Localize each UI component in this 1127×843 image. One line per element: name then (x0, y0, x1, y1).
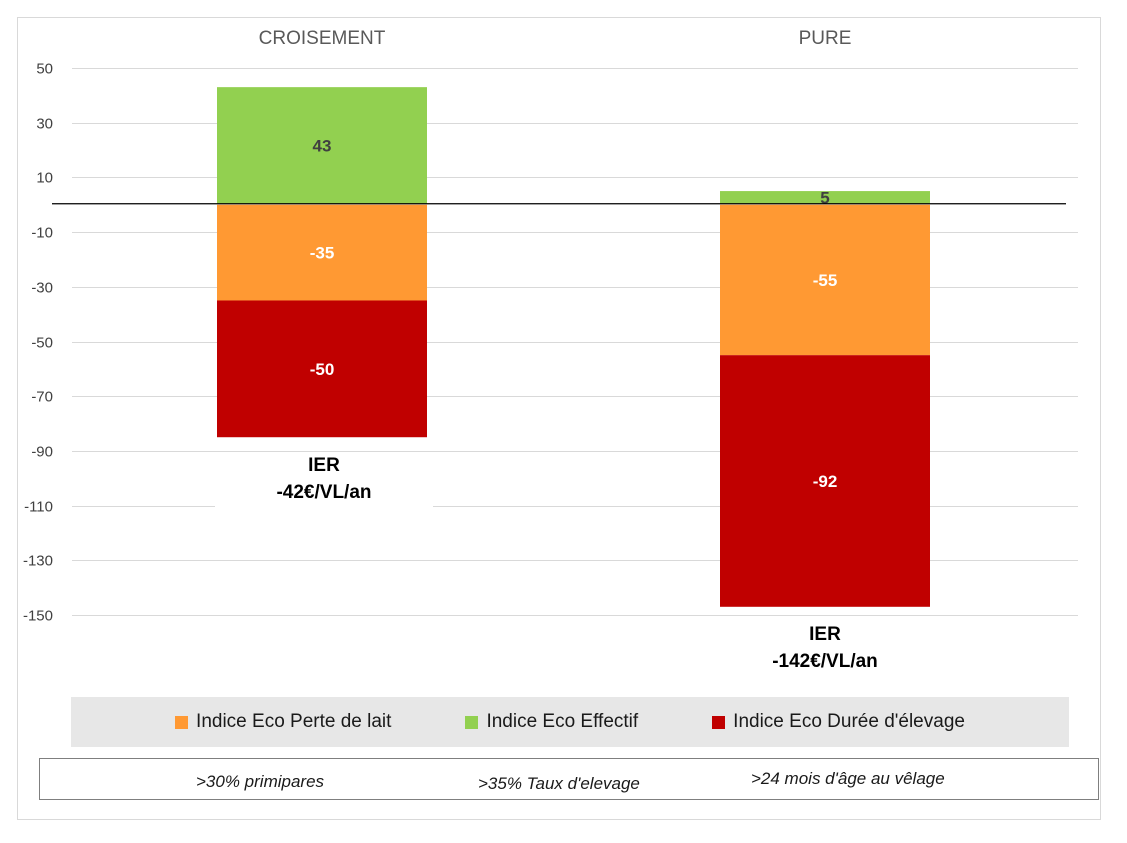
data-label: -35 (310, 244, 335, 263)
y-tick-label: -70 (31, 389, 53, 406)
legend-item-perte-de-lait: Indice Eco Perte de lait (175, 711, 391, 733)
legend-swatch-perte-de-lait (175, 715, 189, 729)
ier-croisement-title: IER (308, 455, 340, 476)
data-label: -55 (813, 271, 838, 290)
data-label: -92 (813, 472, 838, 491)
y-tick-label: 10 (36, 170, 53, 187)
bar-duree-elevage (720, 355, 930, 607)
y-tick-label: -30 (31, 280, 53, 297)
y-tick-label: -130 (23, 553, 53, 570)
y-tick-label: 50 (36, 61, 53, 78)
chart-legend: Indice Eco Perte de lait Indice Eco Effe… (71, 697, 1069, 747)
legend-label-effectif: Indice Eco Effectif (486, 711, 639, 732)
bar-effectif (720, 191, 930, 204)
category-label: PURE (799, 28, 852, 49)
data-label: -50 (310, 360, 335, 379)
legend-label-duree-elevage: Indice Eco Durée d'élevage (733, 711, 965, 732)
criteria-box: >30% primipares >35% Taux d'elevage >24 … (39, 758, 1099, 800)
y-tick-label: -150 (23, 608, 53, 625)
legend-swatch-effectif (465, 715, 479, 729)
ier-croisement-value: -42€/VL/an (276, 482, 372, 503)
ier-pure-title: IER (809, 624, 841, 645)
y-tick-label: -10 (31, 225, 53, 242)
ier-croisement: IER -42€/VL/an (215, 452, 433, 512)
bar-perte-de-lait (720, 204, 930, 356)
y-tick-label: 30 (36, 116, 53, 133)
legend-item-effectif: Indice Eco Effectif (465, 711, 638, 733)
data-label: 43 (313, 136, 332, 155)
ier-pure: IER -142€/VL/an (716, 621, 934, 681)
chart-frame (17, 17, 1101, 820)
y-tick-label: -50 (31, 335, 53, 352)
criterion-age-velage: >24 mois d'âge au vêlage (751, 769, 945, 788)
y-tick-label: -90 (31, 444, 53, 461)
bar-duree-elevage (217, 300, 427, 438)
criterion-taux-elevage: >35% Taux d'elevage (478, 774, 640, 793)
legend-label-perte-de-lait: Indice Eco Perte de lait (196, 711, 392, 732)
legend-item-duree-elevage: Indice Eco Durée d'élevage (712, 711, 965, 733)
bar-perte-de-lait (217, 204, 427, 301)
ier-pure-value: -142€/VL/an (772, 651, 878, 672)
data-label: 5 (820, 188, 829, 207)
category-label: CROISEMENT (259, 28, 386, 49)
y-tick-label: -110 (24, 499, 53, 516)
criterion-primipares: >30% primipares (196, 772, 325, 791)
bar-effectif (217, 87, 427, 204)
legend-swatch-duree-elevage (712, 715, 726, 729)
